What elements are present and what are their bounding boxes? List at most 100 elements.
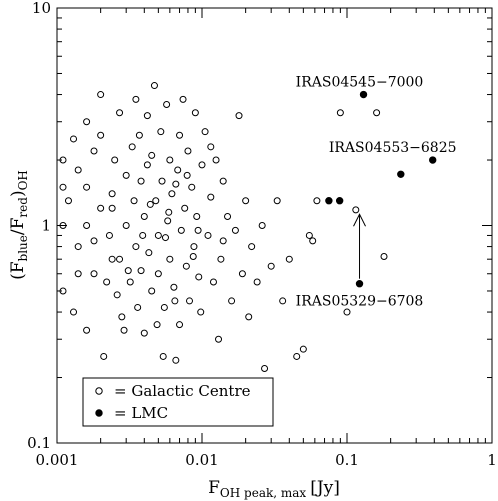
lmc-point <box>335 197 344 205</box>
galactic-centre-series <box>59 82 388 373</box>
galactic-centre-point <box>128 143 136 151</box>
galactic-centre-point <box>248 243 256 251</box>
galactic-centre-point <box>113 291 121 299</box>
galactic-centre-point <box>336 109 344 117</box>
y-tick-label: 1 <box>41 217 51 235</box>
galactic-centre-point <box>181 204 189 212</box>
legend-box <box>82 377 274 427</box>
lmc-point <box>359 90 368 99</box>
galactic-centre-point <box>108 255 116 263</box>
galactic-centre-point <box>90 237 98 245</box>
x-tick-label: 0.01 <box>185 451 218 469</box>
galactic-centre-point <box>231 226 239 234</box>
galactic-centre-point <box>122 222 130 229</box>
galactic-centre-point <box>90 270 98 278</box>
galactic-centre-point <box>198 161 206 169</box>
galactic-centre-point <box>164 217 172 225</box>
arrow-head <box>353 213 366 227</box>
galactic-centre-point <box>116 109 124 117</box>
galactic-centre-point <box>122 171 130 179</box>
galactic-centre-point <box>224 212 232 220</box>
galactic-centre-point <box>305 231 313 239</box>
galactic-centre-point <box>343 308 351 316</box>
galactic-centre-point <box>207 193 215 201</box>
galactic-centre-point <box>261 365 269 373</box>
galactic-centre-point <box>124 267 132 275</box>
x-axis-label: FOH peak, max [Jy] <box>208 478 340 500</box>
galactic-centre-point <box>157 128 165 136</box>
galactic-centre-point <box>70 135 78 143</box>
galactic-centre-point <box>97 131 105 139</box>
galactic-centre-point <box>176 321 184 329</box>
galactic-centre-point <box>135 131 143 139</box>
galactic-centre-point <box>193 212 201 220</box>
lmc-series <box>325 90 437 288</box>
galactic-centre-point <box>172 356 180 364</box>
galactic-centre-point <box>170 283 178 291</box>
x-tick-label: 0.001 <box>36 451 79 469</box>
galactic-centre-point <box>176 131 184 139</box>
y-tick-label: 10 <box>32 0 51 17</box>
galactic-centre-point <box>83 326 91 334</box>
galactic-centre-point <box>108 204 116 212</box>
galactic-centre-point <box>118 313 126 321</box>
galactic-centre-point <box>194 226 202 234</box>
galactic-centre-point <box>148 151 156 159</box>
galactic-centre-point <box>139 231 147 239</box>
galactic-centre-point <box>145 249 153 257</box>
galactic-centre-point <box>166 255 174 263</box>
galactic-centre-point <box>183 171 191 179</box>
galactic-centre-point <box>245 313 253 321</box>
galactic-centre-point <box>293 352 301 360</box>
galactic-centre-point <box>143 112 151 120</box>
galactic-centre-point <box>140 329 148 337</box>
galactic-centre-point <box>146 200 154 208</box>
galactic-centre-point <box>116 255 124 263</box>
galactic-centre-point <box>74 270 82 278</box>
point-annotation: IRAS05329−6708 <box>296 294 424 310</box>
galactic-centre-point <box>137 177 145 185</box>
galactic-centre-point <box>179 95 187 103</box>
galactic-centre-point <box>219 237 227 245</box>
galactic-centre-point <box>380 253 388 261</box>
galactic-centre-point <box>253 278 261 286</box>
lmc-point <box>355 280 364 288</box>
galactic-centre-point <box>191 109 199 117</box>
galactic-centre-point <box>59 222 67 229</box>
galactic-centre-point <box>108 190 116 198</box>
legend-marker <box>95 387 103 395</box>
galactic-centre-point <box>207 143 215 151</box>
galactic-centre-point <box>74 166 82 174</box>
galactic-centre-point <box>137 267 145 275</box>
lmc-point <box>325 197 333 205</box>
galactic-centre-point <box>130 197 138 205</box>
legend-label: = Galactic Centre <box>114 382 251 400</box>
galactic-centre-point <box>134 303 142 311</box>
galactic-centre-point <box>174 166 182 174</box>
x-tick-label: 1 <box>487 451 497 469</box>
galactic-centre-point <box>161 234 169 242</box>
galactic-centre-point <box>204 231 212 239</box>
galactic-centre-point <box>217 255 225 263</box>
galactic-centre-point <box>228 297 236 305</box>
galactic-centre-point <box>188 183 196 191</box>
galactic-centre-point <box>172 180 180 188</box>
galactic-centre-point <box>154 270 162 278</box>
galactic-centre-point <box>143 161 151 169</box>
galactic-centre-point <box>273 197 281 205</box>
galactic-centre-point <box>201 128 209 136</box>
x-tick-labels: 0.001 0.01 0.1 1 <box>36 451 497 469</box>
galactic-centre-point <box>258 222 266 229</box>
galactic-centre-point <box>209 278 217 286</box>
x-tick-label: 0.1 <box>335 451 359 469</box>
galactic-centre-point <box>190 243 198 251</box>
galactic-centre-point <box>74 243 82 251</box>
galactic-centre-point <box>309 237 317 245</box>
galactic-centre-point <box>163 101 171 109</box>
galactic-centre-point <box>352 206 360 214</box>
galactic-centre-point <box>152 197 160 205</box>
galactic-centre-point <box>267 262 275 270</box>
galactic-centre-point <box>90 147 98 155</box>
galactic-centre-point <box>158 177 166 185</box>
galactic-centre-point <box>59 287 67 295</box>
